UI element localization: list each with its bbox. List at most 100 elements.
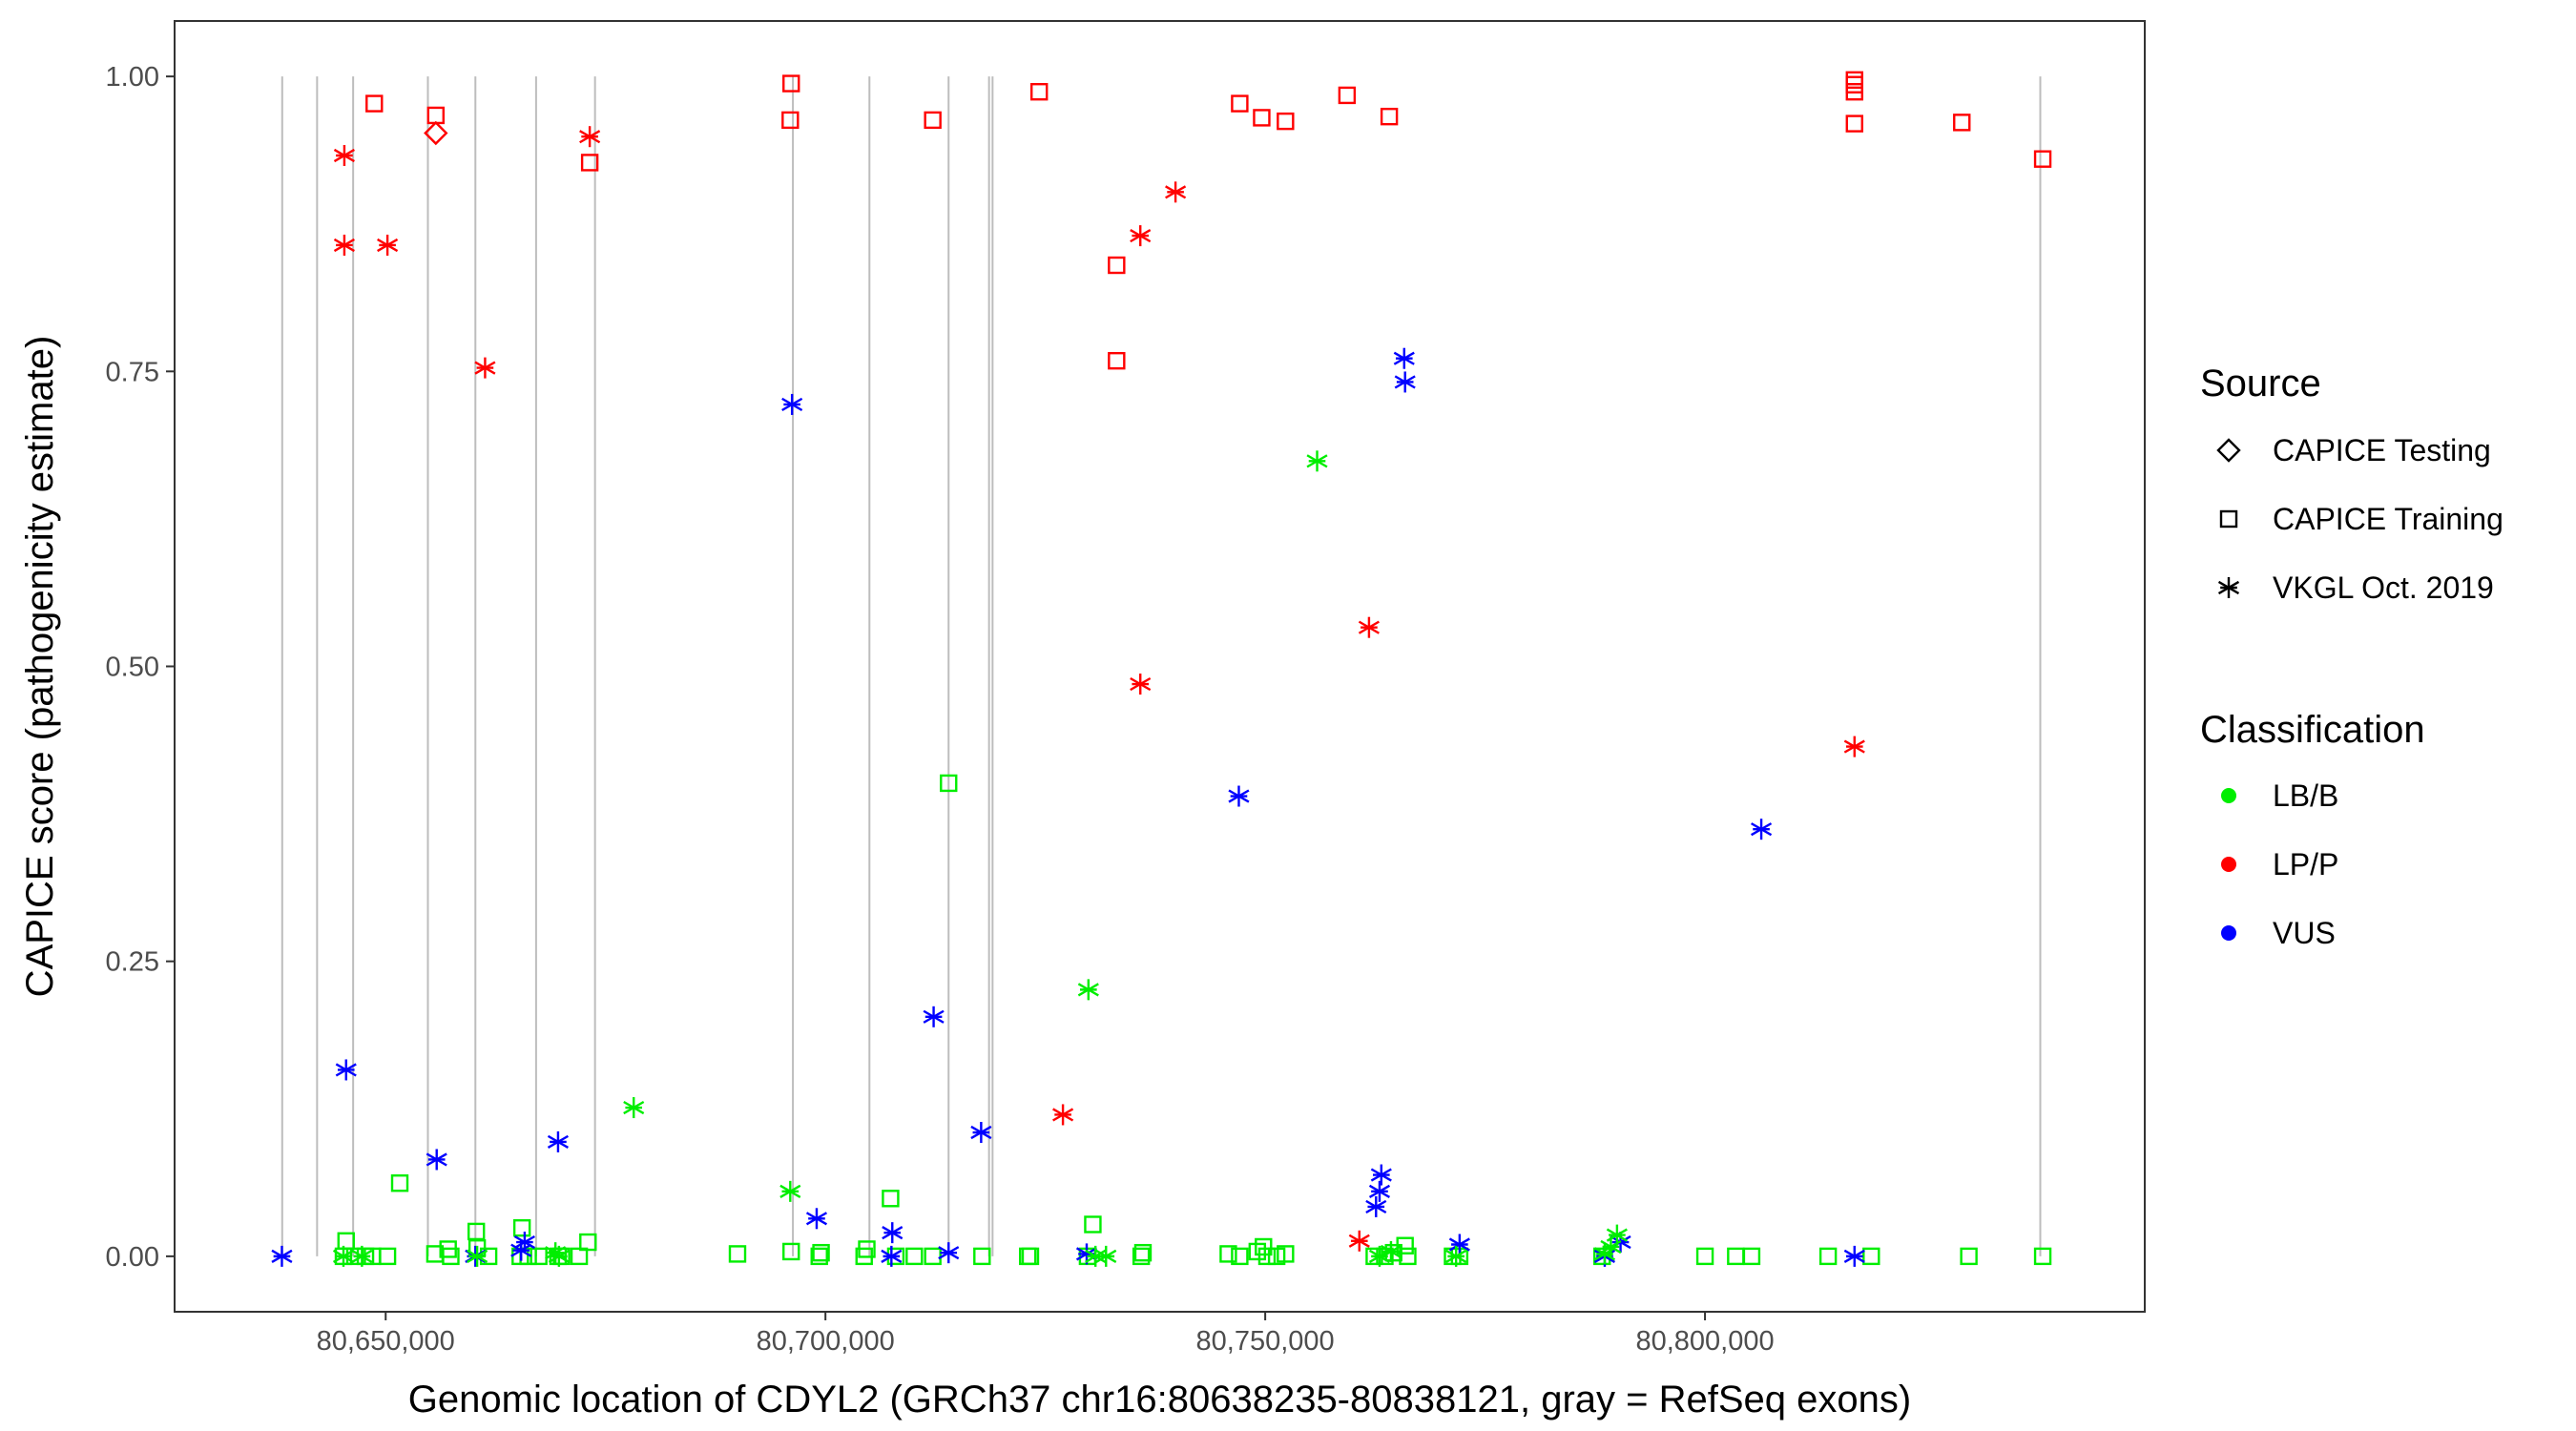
square-marker (365, 94, 384, 113)
y-axis-title: CAPICE score (pathogenicity estimate) (19, 336, 61, 998)
data-point (812, 1243, 830, 1262)
data-point (332, 1245, 355, 1267)
x-axis: 80,650,000 80,700,000 80,750,000 80,800,000 (317, 1312, 1775, 1357)
data-points (271, 71, 2052, 1267)
y-tick-label: 0.50 (106, 653, 159, 683)
exon-lines (280, 76, 2042, 1256)
legend-class-label: LB/B (2273, 778, 2338, 813)
data-point (1394, 371, 1416, 393)
y-axis: 0.00 0.25 0.50 0.75 1.00 (106, 62, 175, 1273)
data-point (1862, 1247, 1880, 1266)
data-point (335, 1059, 357, 1081)
data-point (882, 1190, 900, 1208)
data-point (1380, 1240, 1402, 1262)
x-tick-label: 80,800,000 (1635, 1326, 1774, 1357)
square-marker (1818, 1247, 1838, 1266)
x-axis-title: Genomic location of CDYL2 (GRCh37 chr16:… (408, 1379, 1911, 1421)
legend-class-key (2221, 788, 2236, 803)
square-marker (1253, 109, 1271, 127)
data-point (1380, 107, 1399, 126)
data-point (1368, 1180, 1391, 1202)
square-marker (1257, 1247, 1277, 1266)
square-marker (1953, 114, 1971, 132)
square-marker (378, 1247, 397, 1266)
data-point (530, 1247, 548, 1266)
legend-source-label: VKGL Oct. 2019 (2273, 570, 2494, 605)
data-point (351, 1245, 373, 1267)
data-point (1130, 225, 1152, 247)
square-marker (579, 1233, 597, 1252)
data-point (1393, 347, 1415, 369)
data-point (1843, 1245, 1865, 1267)
square-marker (426, 106, 445, 125)
square-marker (2219, 509, 2238, 529)
data-point (333, 144, 355, 166)
legend-classification-title: Classification (2200, 709, 2425, 751)
square-marker (1030, 83, 1049, 101)
data-point (378, 1247, 397, 1266)
data-point (365, 94, 384, 113)
square-marker (858, 1240, 876, 1258)
legend-class-label: LP/P (2273, 847, 2338, 881)
legend-source-title: Source (2200, 363, 2321, 404)
data-point (548, 1245, 570, 1267)
square-marker (512, 1218, 531, 1237)
square-marker (390, 1173, 409, 1192)
data-point (1845, 83, 1863, 101)
data-point (1843, 736, 1865, 757)
legend-class-key (2221, 857, 2236, 872)
data-point (779, 1180, 801, 1202)
y-tick-label: 0.00 (106, 1242, 159, 1273)
square-marker (1108, 256, 1126, 275)
diamond-marker (424, 120, 448, 146)
data-point (271, 1245, 293, 1267)
x-tick-label: 80,650,000 (317, 1326, 455, 1357)
data-point (467, 1222, 486, 1241)
data-point (570, 1247, 589, 1266)
square-marker (973, 1247, 991, 1266)
square-marker (1845, 83, 1863, 101)
data-point (1257, 1247, 1277, 1266)
data-point (580, 154, 599, 172)
square-marker (1132, 1247, 1151, 1266)
square-marker (1133, 1243, 1153, 1262)
square-marker (882, 1190, 900, 1208)
square-marker (1338, 86, 1357, 105)
square-marker (467, 1222, 486, 1241)
data-point (2033, 1247, 2052, 1266)
data-point (1253, 109, 1271, 127)
legend-source-key (2219, 509, 2238, 529)
square-marker (1231, 1247, 1249, 1266)
data-point (1306, 450, 1328, 472)
data-point (940, 774, 958, 793)
data-point (333, 234, 355, 256)
data-point (1338, 86, 1357, 105)
square-marker (1248, 1242, 1267, 1261)
data-point (424, 120, 448, 146)
data-point (390, 1173, 409, 1192)
data-point (377, 234, 399, 256)
data-point (1953, 114, 1971, 132)
square-marker (1380, 107, 1399, 126)
data-point (1396, 1236, 1414, 1255)
square-marker (1255, 1237, 1273, 1256)
data-point (782, 1242, 800, 1261)
square-marker (905, 1247, 924, 1266)
data-point (1108, 256, 1126, 275)
data-point (1248, 1242, 1267, 1261)
square-marker (2033, 150, 2052, 168)
square-marker (1021, 1247, 1040, 1266)
data-point (1370, 1164, 1392, 1186)
square-marker (1267, 1247, 1286, 1266)
square-marker (1277, 1245, 1295, 1263)
square-marker (1108, 351, 1126, 370)
data-point (1132, 1247, 1151, 1266)
x-tick-label: 80,750,000 (1196, 1326, 1335, 1357)
x-tick-label: 80,700,000 (757, 1326, 895, 1357)
data-point (905, 1247, 924, 1266)
square-marker (782, 1242, 800, 1261)
data-point (1030, 83, 1049, 101)
data-point (1818, 1247, 1838, 1266)
square-marker (1231, 94, 1249, 113)
data-point (547, 1130, 569, 1152)
